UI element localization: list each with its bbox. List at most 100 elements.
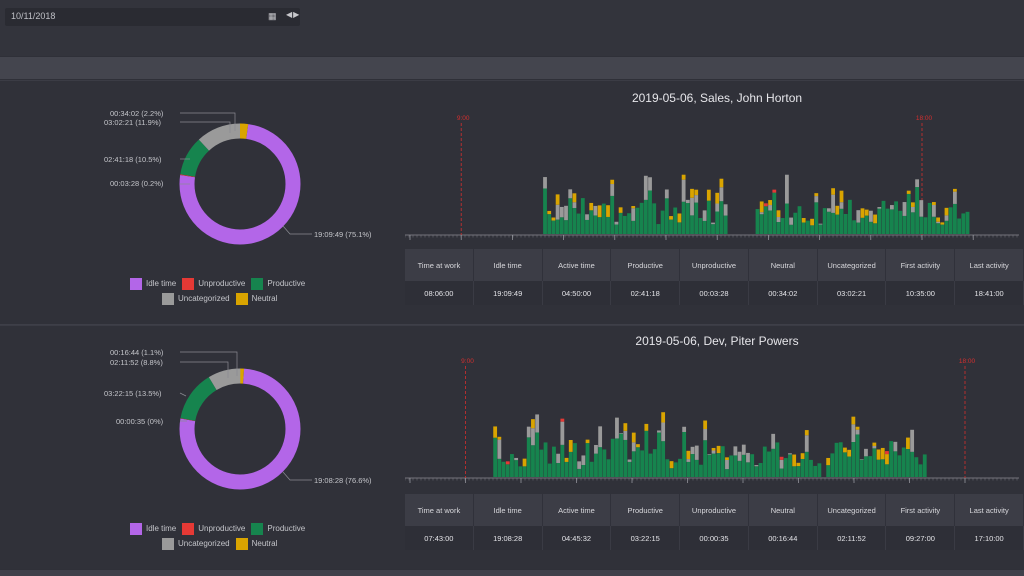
table-cell: 10:35:00 <box>886 281 956 305</box>
activity-bar-productive <box>750 454 755 477</box>
activity-bar-neutral <box>669 216 673 220</box>
activity-bar-uncategorized <box>890 205 894 210</box>
activity-bar-uncategorized <box>560 421 565 445</box>
activity-bar-productive <box>573 443 577 477</box>
table-cell: 03:02:21 <box>818 281 887 305</box>
activity-bar-productive <box>577 468 582 477</box>
date-input[interactable]: 10/11/2018 <box>11 11 56 21</box>
activity-bar-neutral <box>847 449 852 457</box>
chart-title-1: 2019-05-06, Sales, John Horton <box>631 91 803 105</box>
activity-bar-uncategorized <box>686 459 691 462</box>
table-header-cell[interactable]: Neutral <box>749 249 818 281</box>
activity-bar-uncategorized <box>610 184 615 196</box>
activity-bar-neutral <box>568 440 573 452</box>
activity-bar-uncategorized <box>661 422 666 442</box>
table-cell: 00:00:35 <box>680 526 749 550</box>
table-header-cell[interactable]: Time at work <box>405 494 474 526</box>
table-header-cell[interactable]: First activity <box>886 249 956 281</box>
activity-bar-productive <box>719 201 724 234</box>
activity-bar-productive <box>564 220 568 234</box>
activity-bar-unproductive <box>885 451 889 455</box>
activity-bar-uncategorized <box>598 426 603 448</box>
donut-slice-uncategorized[interactable] <box>179 368 301 490</box>
legend-idle[interactable]: Idle time <box>130 522 176 535</box>
activity-bar-productive <box>555 219 560 234</box>
table-header-cell[interactable]: Last activity <box>955 249 1024 281</box>
activity-bar-uncategorized <box>614 221 619 225</box>
table-header-cell[interactable]: Idle time <box>474 494 543 526</box>
activity-bar-uncategorized <box>690 446 695 454</box>
activity-bar-productive <box>669 468 674 477</box>
table-header-cell[interactable]: Productive <box>611 494 681 526</box>
legend-idle[interactable]: Idle time <box>130 277 176 290</box>
table-header-cell[interactable]: Time at work <box>405 249 474 281</box>
date-picker[interactable]: 10/11/2018 ▦ ◀▶ <box>5 8 300 26</box>
activity-bar-productive <box>711 224 715 234</box>
activity-bar-productive <box>856 222 861 234</box>
activity-bar-uncategorized <box>572 202 577 208</box>
table-cell: 02:11:52 <box>818 526 887 550</box>
legend-productive[interactable]: Productive <box>251 277 305 290</box>
table-header-cell[interactable]: Active time <box>543 249 612 281</box>
activity-bar-uncategorized <box>759 212 764 215</box>
activity-bar-neutral <box>644 423 649 431</box>
donut-label-idle: 19:09:49 (75.1%) <box>314 230 372 239</box>
activity-bar-uncategorized <box>711 222 715 225</box>
activity-bar-neutral <box>564 457 569 462</box>
activity-bar-neutral <box>636 444 640 448</box>
donut-slice-idle[interactable] <box>179 368 301 490</box>
activity-bar-productive <box>940 224 945 234</box>
table-header-cell[interactable]: Idle time <box>474 249 543 281</box>
legend-unproductive[interactable]: Unproductive <box>182 522 245 535</box>
table-cell: 04:45:32 <box>543 526 612 550</box>
activity-bar-neutral <box>953 188 957 192</box>
activity-bar-productive <box>681 201 686 234</box>
table-header-cell[interactable]: Productive <box>611 249 681 281</box>
legend-uncategorized[interactable]: Uncategorized <box>162 537 230 550</box>
activity-bar-productive <box>767 451 771 477</box>
table-header-cell[interactable]: Active time <box>543 494 612 526</box>
table-header-cell[interactable]: Uncategorized <box>818 494 887 526</box>
activity-bar-uncategorized <box>911 206 915 213</box>
activity-bar-productive <box>894 201 898 234</box>
chart-title-2: 2019-05-06, Dev, Piter Powers <box>635 334 799 348</box>
activity-bar-productive <box>783 458 788 477</box>
table-header-cell[interactable]: Unproductive <box>680 249 749 281</box>
activity-bar-productive <box>531 445 535 477</box>
activity-bar-uncategorized <box>593 205 598 216</box>
activity-bar-productive <box>859 459 864 477</box>
donut-slice-uncategorized[interactable] <box>179 123 301 245</box>
activity-bar-uncategorized <box>869 210 873 222</box>
activity-bar-productive <box>843 213 848 234</box>
activity-bar-productive <box>772 192 777 234</box>
activity-bar-uncategorized <box>779 459 784 469</box>
activity-bar-productive <box>639 202 644 234</box>
activity-bar-neutral <box>597 205 602 218</box>
table-header-cell[interactable]: Uncategorized <box>818 249 887 281</box>
table-header-cell[interactable]: First activity <box>886 494 956 526</box>
activity-bar-uncategorized <box>902 202 907 216</box>
legend-neutral[interactable]: Neutral <box>235 537 277 550</box>
activity-bar-productive <box>720 446 725 477</box>
activity-bar-neutral <box>851 416 856 425</box>
calendar-icon[interactable]: ▦ <box>268 11 277 21</box>
table-header-cell[interactable]: Unproductive <box>680 494 749 526</box>
activity-bar-uncategorized <box>690 197 694 216</box>
legend-productive[interactable]: Productive <box>251 522 305 535</box>
activity-bar-productive <box>764 206 768 234</box>
table-header-cell[interactable]: Last activity <box>955 494 1024 526</box>
table-cell: 04:50:00 <box>543 281 612 305</box>
activity-bar-neutral <box>497 436 502 440</box>
activity-bar-productive <box>851 442 856 477</box>
table-header-cell[interactable]: Neutral <box>749 494 818 526</box>
activity-bar-neutral <box>618 207 623 213</box>
activity-bar-uncategorized <box>893 441 898 452</box>
activity-bar-productive <box>788 454 792 477</box>
prev-next-arrows-icon[interactable]: ◀▶ <box>286 10 301 19</box>
legend-unproductive[interactable]: Unproductive <box>182 277 245 290</box>
legend-neutral[interactable]: Neutral <box>235 292 277 305</box>
activity-bar-neutral <box>681 174 686 180</box>
activity-bar-productive <box>771 448 776 477</box>
activity-bar-neutral <box>855 426 860 430</box>
legend-uncategorized[interactable]: Uncategorized <box>162 292 230 305</box>
